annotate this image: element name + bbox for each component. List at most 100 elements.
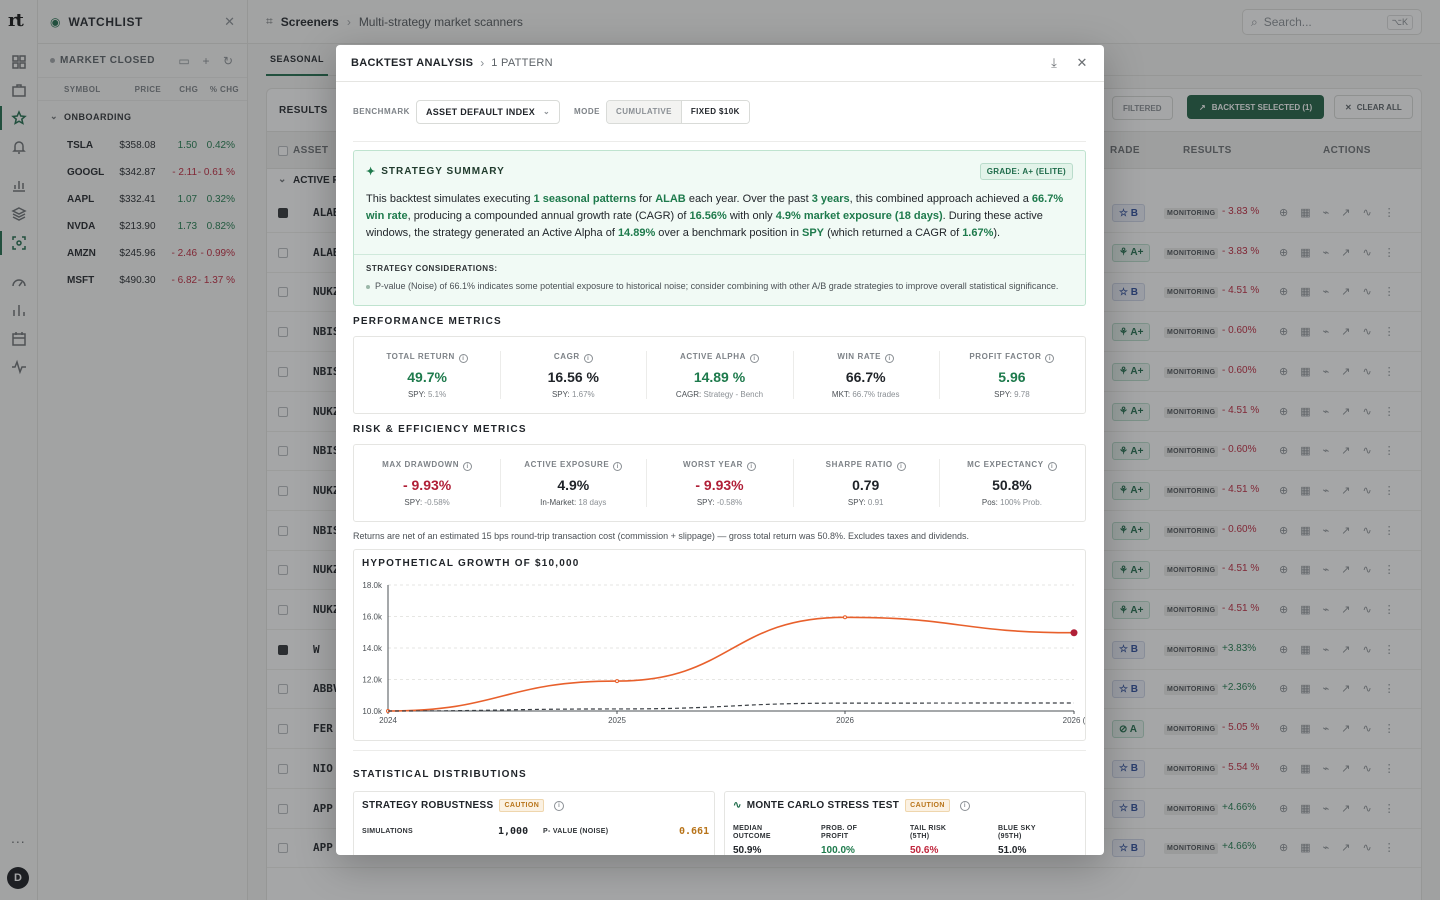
info-icon[interactable]: i (896, 462, 906, 471)
calendar-icon[interactable] (11, 331, 27, 347)
mode-cumulative[interactable]: CUMULATIVE (607, 100, 681, 123)
watchlist-row[interactable]: NVDA $213.90 1.73 0.82% (38, 213, 247, 240)
col-chg[interactable]: CHG (179, 84, 199, 94)
folder-icon[interactable]: ▭ (178, 53, 190, 68)
search-input[interactable]: ⌕ Search... ⌥K (1242, 9, 1422, 35)
info-icon[interactable]: i (613, 462, 623, 471)
info-icon[interactable]: i (750, 354, 760, 363)
avatar[interactable]: D (7, 867, 29, 889)
breadcrumb-screeners[interactable]: Screeners (280, 14, 339, 29)
watchlist-row[interactable]: GOOGL $342.87 - 2.11- 0.61 % (38, 159, 247, 186)
tab-seasonal[interactable]: SEASONAL (266, 44, 329, 76)
scanner-icon[interactable] (11, 235, 27, 251)
row-checkbox[interactable] (278, 406, 288, 417)
refresh-icon[interactable]: ↻ (222, 53, 234, 68)
metric-sub-label: SPY: (407, 390, 428, 399)
watchlist-row[interactable]: MSFT $490.30 - 6.82- 1.37 % (38, 267, 247, 294)
row-actions[interactable]: ⊕▦⌁↗∿⋮ (1279, 842, 1407, 855)
chart-icon[interactable] (11, 177, 27, 193)
row-checkbox[interactable] (278, 208, 288, 218)
backtest-selected-button[interactable]: ↗ BACKTEST SELECTED (1) (1187, 95, 1325, 119)
row-actions[interactable]: ⊕▦⌁↗∿⋮ (1279, 484, 1407, 497)
filtered-button[interactable]: FILTERED (1112, 96, 1173, 120)
info-icon[interactable]: i (583, 354, 593, 363)
info-icon[interactable]: i (959, 800, 970, 811)
clear-all-button[interactable]: ✕ CLEAR ALL (1334, 95, 1413, 119)
status-badge: MONITORING (1164, 287, 1219, 299)
row-actions[interactable]: ⊕▦⌁↗∿⋮ (1279, 762, 1407, 775)
row-actions[interactable]: ⊕▦⌁↗∿⋮ (1279, 326, 1407, 339)
row-checkbox[interactable] (278, 803, 288, 814)
status-badge: MONITORING (1164, 485, 1219, 497)
info-icon[interactable]: i (463, 462, 473, 471)
row-checkbox[interactable] (278, 605, 288, 615)
info-icon[interactable]: i (885, 354, 895, 363)
watchlist-row[interactable]: AAPL $332.41 1.07 0.32% (38, 186, 247, 213)
status-badge: MONITORING (1164, 565, 1219, 577)
table-row[interactable]: APP ☆ B MONITORING +4.66% ⊕▦⌁↗∿⋮ (267, 828, 1421, 869)
watchlist-row[interactable]: AMZN $245.96 - 2.46- 0.99% (38, 240, 247, 267)
download-icon[interactable]: ⤓ (1051, 55, 1057, 70)
row-actions[interactable]: ⊕▦⌁↗∿⋮ (1279, 802, 1407, 815)
col-grade[interactable]: RADE (1110, 145, 1140, 156)
row-actions[interactable]: ⊕▦⌁↗∿⋮ (1279, 405, 1407, 418)
info-icon[interactable]: i (1045, 354, 1055, 363)
layers-icon[interactable] (11, 206, 27, 222)
select-all-checkbox[interactable] (278, 146, 288, 156)
row-checkbox[interactable] (278, 287, 288, 298)
benchmark-select[interactable]: ASSET DEFAULT INDEX ⌄ (415, 99, 561, 124)
bell-icon[interactable] (11, 139, 27, 155)
row-actions[interactable]: ⊕▦⌁↗∿⋮ (1279, 683, 1407, 696)
breadcrumb-current: Multi-strategy market scanners (358, 14, 523, 29)
more-icon[interactable]: ... (11, 830, 26, 846)
info-icon[interactable]: i (554, 800, 565, 811)
row-checkbox[interactable] (278, 446, 288, 457)
mode-fixed[interactable]: FIXED $10K (680, 100, 749, 123)
row-checkbox[interactable] (278, 724, 288, 735)
metric-label-text: MC EXPECTANCY (967, 460, 1044, 469)
row-checkbox[interactable] (278, 565, 288, 576)
row-checkbox[interactable] (278, 843, 288, 854)
row-actions[interactable]: ⊕▦⌁↗∿⋮ (1279, 643, 1407, 656)
row-checkbox[interactable] (278, 366, 288, 377)
row-checkbox[interactable] (278, 644, 288, 655)
info-icon[interactable]: i (458, 354, 468, 363)
info-icon[interactable]: i (747, 462, 757, 471)
close-icon[interactable]: ✕ (1076, 55, 1088, 70)
bar-chart-icon[interactable] (11, 302, 27, 318)
col-asset[interactable]: ASSET (293, 145, 329, 156)
col-pct[interactable]: % CHG (209, 84, 239, 94)
dashboard-icon[interactable] (11, 54, 27, 70)
row-actions[interactable]: ⊕▦⌁↗∿⋮ (1279, 365, 1407, 378)
col-results[interactable]: RESULTS (1183, 145, 1232, 156)
montecarlo-title: MONTE CARLO STRESS TEST (746, 800, 900, 811)
info-icon[interactable]: i (1047, 462, 1057, 471)
briefcase-icon[interactable] (11, 82, 27, 98)
row-actions[interactable]: ⊕▦⌁↗∿⋮ (1279, 723, 1407, 736)
active-indicator (0, 106, 2, 130)
col-price[interactable]: PRICE (134, 84, 162, 94)
row-checkbox[interactable] (278, 485, 288, 496)
row-checkbox[interactable] (278, 684, 288, 695)
watchlist-row[interactable]: TSLA $358.08 1.50 0.42% (38, 132, 247, 159)
row-actions[interactable]: ⊕▦⌁↗∿⋮ (1279, 445, 1407, 458)
row-checkbox[interactable] (278, 327, 288, 338)
app-logo[interactable]: rt (8, 10, 24, 31)
row-checkbox[interactable] (278, 763, 288, 774)
group-active[interactable]: ⌄ ACTIVE P (267, 169, 1421, 193)
row-actions[interactable]: ⊕▦⌁↗∿⋮ (1279, 286, 1407, 299)
gauge-icon[interactable] (11, 274, 27, 290)
row-actions[interactable]: ⊕▦⌁↗∿⋮ (1279, 604, 1407, 616)
star-icon[interactable] (11, 110, 27, 126)
row-actions[interactable]: ⊕▦⌁↗∿⋮ (1279, 246, 1407, 259)
add-icon[interactable]: + (202, 53, 210, 68)
row-actions[interactable]: ⊕▦⌁↗∿⋮ (1279, 564, 1407, 577)
row-actions[interactable]: ⊕▦⌁↗∿⋮ (1279, 207, 1407, 219)
row-actions[interactable]: ⊕▦⌁↗∿⋮ (1279, 524, 1407, 537)
group-onboarding[interactable]: ⌄ ONBOARDING (38, 100, 247, 132)
col-symbol[interactable]: SYMBOL (64, 84, 101, 94)
row-checkbox[interactable] (278, 525, 288, 536)
row-checkbox[interactable] (278, 247, 288, 258)
close-icon[interactable]: ✕ (224, 13, 235, 29)
pulse-icon[interactable] (11, 359, 27, 375)
